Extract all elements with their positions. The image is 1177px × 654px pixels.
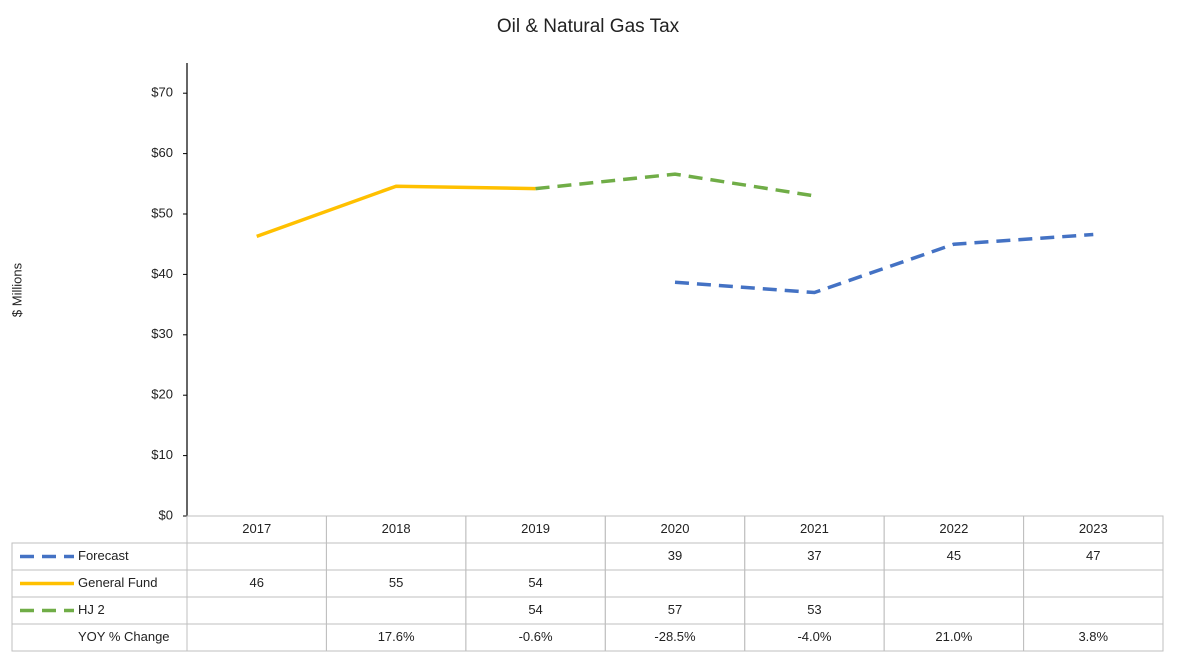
table-cell <box>1023 569 1164 598</box>
table-value: 47 <box>1086 548 1100 563</box>
table-value: -28.5% <box>654 629 696 644</box>
table-cell <box>1023 596 1164 625</box>
table-cell <box>325 596 467 625</box>
legend-label: HJ 2 <box>78 602 105 617</box>
table-cell <box>186 542 327 571</box>
table-value: 45 <box>947 548 961 563</box>
table-value: 21.0% <box>935 629 972 644</box>
legend-label: Forecast <box>78 548 129 563</box>
table-value: 54 <box>528 602 542 617</box>
legend-label: General Fund <box>78 575 158 590</box>
table-value: 39 <box>668 548 682 563</box>
table-cell <box>325 542 467 571</box>
table-value: 46 <box>249 575 263 590</box>
row-label: YOY % Change <box>78 629 170 644</box>
x-tick-label: 2020 <box>661 521 690 536</box>
table-cell <box>186 623 327 652</box>
y-tick-label: $0 <box>159 507 173 522</box>
x-tick-label: 2021 <box>800 521 829 536</box>
table-value: 57 <box>668 602 682 617</box>
table-value: -0.6% <box>519 629 553 644</box>
y-tick-label: $30 <box>151 326 173 341</box>
x-tick-label: 2023 <box>1079 521 1108 536</box>
x-tick-label: 2017 <box>242 521 271 536</box>
chart-title: Oil & Natural Gas Tax <box>497 16 680 37</box>
table-value: 3.8% <box>1078 629 1108 644</box>
table-cell <box>186 596 327 625</box>
table-value: 54 <box>528 575 542 590</box>
x-tick-label: 2022 <box>939 521 968 536</box>
y-tick-label: $60 <box>151 145 173 160</box>
table-cell <box>744 569 885 598</box>
y-tick-label: $50 <box>151 205 173 220</box>
y-tick-label: $40 <box>151 266 173 281</box>
series-line <box>535 172 815 198</box>
table-cell <box>465 542 606 571</box>
table-cell <box>1023 623 1164 652</box>
x-tick-label: 2019 <box>521 521 550 536</box>
table-value: 37 <box>807 548 821 563</box>
y-axis-title: $ Millions <box>9 262 24 317</box>
table-cell <box>883 569 1025 598</box>
y-tick-label: $70 <box>151 85 173 100</box>
table-value: -4.0% <box>797 629 831 644</box>
series-line <box>256 184 536 238</box>
series-line <box>674 232 1094 295</box>
table-cell <box>883 596 1025 625</box>
y-tick-label: $10 <box>151 447 173 462</box>
table-value: 53 <box>807 602 821 617</box>
y-tick-label: $20 <box>151 387 173 402</box>
x-tick-label: 2018 <box>382 521 411 536</box>
table-value: 17.6% <box>378 629 415 644</box>
table-cell <box>604 569 746 598</box>
table-value: 55 <box>389 575 403 590</box>
